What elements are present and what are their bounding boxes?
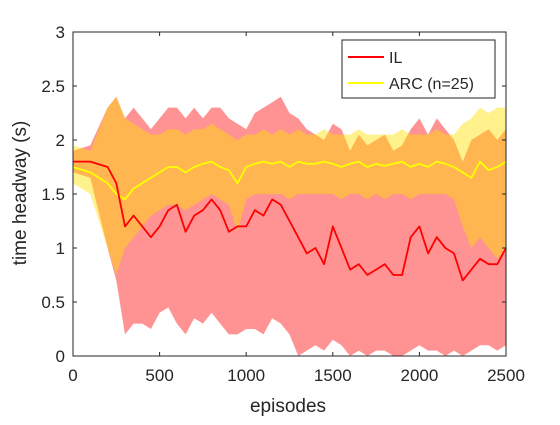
- y-tick-label: 1.5: [41, 185, 65, 204]
- series-lines: [72, 160, 507, 282]
- legend-label-arc: ARC (n=25): [389, 76, 474, 93]
- confidence-bands: [73, 96, 506, 357]
- x-axis-ticks: 0 500 1000 1500 2000 2500: [68, 32, 525, 385]
- legend-label-il: IL: [389, 50, 402, 67]
- line-arc: [72, 160, 507, 201]
- y-tick-label: 3: [56, 23, 65, 42]
- y-axis-label: time headway (s): [10, 121, 31, 266]
- y-axis-ticks: 0 0.5 1 1.5 2 2.5 3: [41, 23, 506, 366]
- line-il: [73, 160, 507, 282]
- x-tick-label: 1000: [227, 366, 265, 385]
- band-arc: [73, 96, 506, 275]
- legend: IL ARC (n=25): [341, 39, 496, 99]
- x-tick-label: 0: [68, 366, 77, 385]
- y-tick-label: 2: [56, 131, 65, 150]
- x-tick-label: 2500: [487, 366, 525, 385]
- x-tick-label: 2000: [400, 366, 438, 385]
- x-tick-label: 500: [145, 366, 173, 385]
- y-tick-label: 2.5: [41, 77, 65, 96]
- x-axis-label: episodes: [250, 396, 326, 417]
- y-tick-label: 0.5: [41, 293, 65, 312]
- legend-box: [341, 39, 496, 99]
- y-tick-label: 0: [56, 347, 65, 366]
- y-tick-label: 1: [56, 239, 65, 258]
- band-il: [73, 96, 506, 357]
- x-tick-label: 1500: [314, 366, 352, 385]
